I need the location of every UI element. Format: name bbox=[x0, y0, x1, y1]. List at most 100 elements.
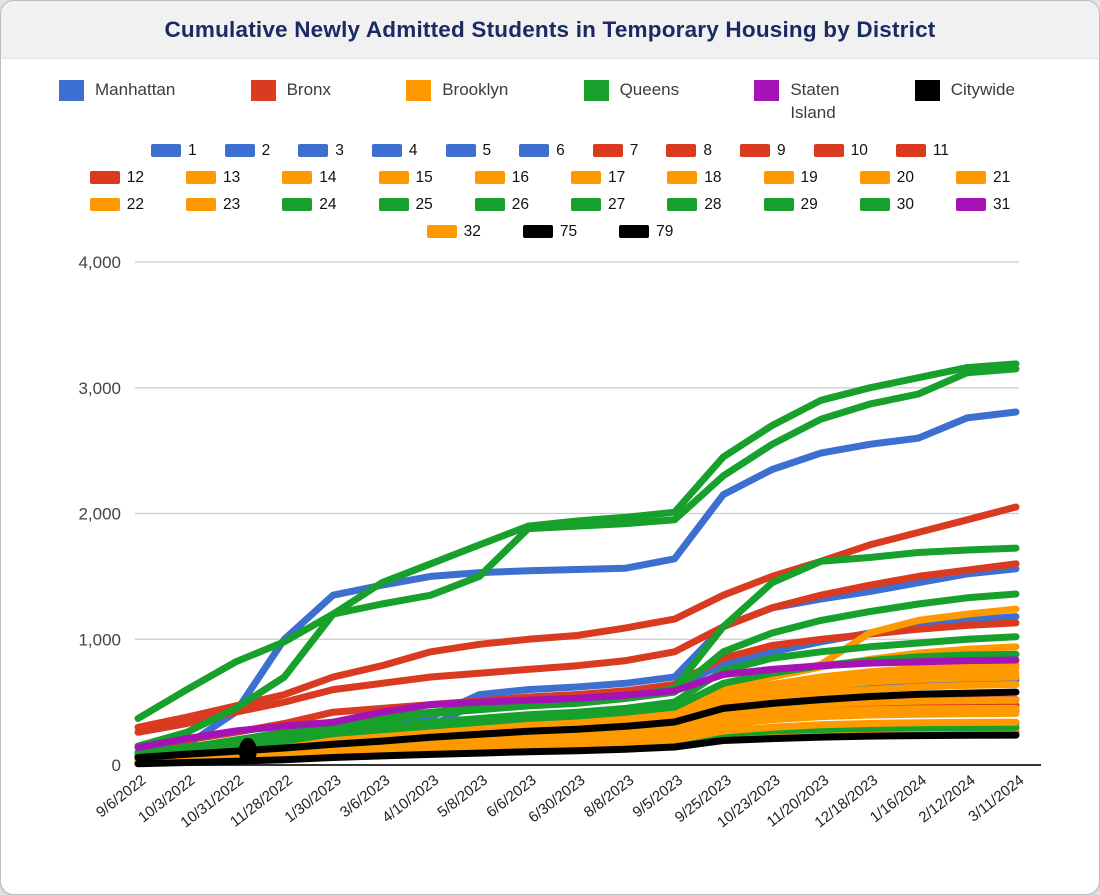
district-legend-label: 79 bbox=[656, 222, 674, 240]
legend-swatch-icon bbox=[282, 171, 313, 184]
district-legend-label: 16 bbox=[511, 168, 529, 186]
legend-swatch-icon bbox=[298, 144, 329, 157]
borough-legend-item-brooklyn: Brooklyn bbox=[406, 79, 508, 102]
legend-swatch-icon bbox=[571, 171, 601, 184]
series-line-75[interactable] bbox=[134, 688, 1020, 761]
district-legend-item-26: 26 bbox=[474, 195, 529, 214]
district-legend-item-28: 28 bbox=[667, 195, 722, 214]
legend-swatch-icon bbox=[378, 171, 409, 184]
district-legend-label: 27 bbox=[608, 195, 626, 213]
district-legend-item-24: 24 bbox=[282, 195, 337, 214]
district-legend-item-17: 17 bbox=[571, 169, 625, 187]
borough-legend-item-queens: Queens bbox=[583, 79, 679, 102]
legend-swatch-icon bbox=[426, 225, 457, 238]
district-legend-label: 31 bbox=[993, 195, 1011, 213]
district-legend-label: 2 bbox=[261, 141, 271, 159]
series-line-10[interactable] bbox=[134, 503, 1020, 731]
legend-swatch-icon bbox=[740, 144, 771, 157]
district-legend-item-21: 21 bbox=[956, 169, 1010, 187]
district-legend-label: 21 bbox=[993, 168, 1011, 186]
legend-swatch-icon bbox=[250, 80, 276, 101]
district-legend-label: 12 bbox=[126, 168, 144, 186]
district-legend-item-79: 79 bbox=[619, 223, 673, 241]
line-chart[interactable]: 01,0002,0003,0004,0009/6/202210/3/202210… bbox=[1, 247, 1100, 890]
legend-swatch-icon bbox=[592, 144, 623, 157]
borough-legend-item-citywide: Citywide bbox=[914, 79, 1015, 102]
legend-swatch-icon bbox=[667, 198, 698, 211]
page-title: Cumulative Newly Admitted Students in Te… bbox=[164, 16, 936, 42]
legend-swatch-icon bbox=[474, 198, 505, 211]
legend-swatch-icon bbox=[519, 144, 550, 157]
district-legend-item-5: 5 bbox=[445, 142, 491, 160]
district-legend-item-25: 25 bbox=[378, 195, 433, 214]
district-legend-item-30: 30 bbox=[859, 196, 914, 214]
district-legend-label: 11 bbox=[932, 141, 949, 159]
legend-swatch-icon bbox=[151, 144, 182, 157]
borough-legend-item-bronx: Bronx bbox=[250, 79, 331, 102]
legend-swatch-icon bbox=[282, 198, 313, 211]
series-line-28[interactable] bbox=[134, 633, 1020, 760]
y-tick-label: 0 bbox=[112, 756, 121, 775]
borough-legend: Manhattan Bronx Brooklyn Queens Staten Islan… bbox=[59, 79, 1015, 127]
chart-title-bar: Cumulative Newly Admitted Students in Te… bbox=[1, 1, 1099, 59]
borough-legend-label: Bronx bbox=[286, 80, 331, 99]
district-legend-label: 15 bbox=[415, 168, 433, 186]
district-legend-item-32: 32 bbox=[426, 223, 481, 241]
district-legend-row: 12 13 14 15 16 17 18 19 20 21 bbox=[1, 164, 1099, 191]
district-legend-label: 23 bbox=[223, 195, 241, 213]
borough-legend-label: Manhattan bbox=[95, 80, 176, 99]
series-line-79[interactable] bbox=[134, 731, 1020, 768]
district-legend-item-7: 7 bbox=[592, 142, 638, 160]
district-legend-item-27: 27 bbox=[571, 196, 625, 214]
borough-legend-item-manhattan: Manhattan bbox=[59, 79, 175, 102]
legend-swatch-icon bbox=[619, 225, 650, 238]
district-legend-item-16: 16 bbox=[474, 168, 529, 187]
district-legend-label: 17 bbox=[608, 168, 626, 186]
legend-swatch-icon bbox=[667, 171, 698, 184]
district-legend-item-22: 22 bbox=[89, 196, 144, 214]
district-legend-item-15: 15 bbox=[378, 168, 433, 187]
series-line-24[interactable] bbox=[134, 360, 1020, 722]
district-legend-item-31: 31 bbox=[956, 196, 1010, 214]
district-legend-label: 26 bbox=[511, 195, 529, 213]
district-legend-label: 25 bbox=[415, 195, 433, 213]
legend-swatch-icon bbox=[371, 144, 402, 157]
legend-swatch-icon bbox=[956, 171, 986, 184]
series-line-31[interactable] bbox=[134, 656, 1020, 751]
district-legend-item-12: 12 bbox=[89, 168, 144, 187]
y-tick-label: 1,000 bbox=[78, 630, 121, 649]
series-line-9[interactable] bbox=[134, 560, 1020, 736]
series-line-23[interactable] bbox=[134, 696, 1020, 765]
x-tick-label: 5/8/2023 bbox=[434, 772, 490, 821]
district-legend-label: 24 bbox=[319, 195, 337, 213]
legend-swatch-icon bbox=[666, 144, 697, 157]
legend-swatch-icon bbox=[859, 198, 890, 211]
series-line-27[interactable] bbox=[134, 544, 1020, 756]
legend-swatch-icon bbox=[186, 171, 216, 184]
legend-swatch-icon bbox=[59, 80, 84, 101]
district-legend-item-2: 2 bbox=[224, 141, 271, 160]
district-legend: 1 2 3 4 5 6 7 8 9 10 11 12 13 14 15 16 17 18 19 20 21 22 23 24 2… bbox=[1, 137, 1099, 245]
legend-swatch-icon bbox=[224, 144, 255, 157]
district-legend-label: 1 bbox=[188, 141, 197, 159]
district-legend-label: 9 bbox=[777, 141, 786, 159]
y-tick-label: 4,000 bbox=[78, 253, 121, 272]
legend-swatch-icon bbox=[763, 198, 794, 211]
legend-swatch-icon bbox=[522, 225, 553, 238]
district-legend-item-4: 4 bbox=[371, 141, 418, 160]
series-line-30[interactable] bbox=[134, 365, 1020, 750]
district-legend-item-20: 20 bbox=[859, 169, 914, 187]
district-legend-label: 29 bbox=[800, 195, 818, 213]
legend-swatch-icon bbox=[763, 171, 794, 184]
data-point-marker[interactable] bbox=[238, 737, 257, 764]
district-legend-label: 75 bbox=[559, 222, 578, 240]
district-legend-item-8: 8 bbox=[666, 142, 712, 160]
district-legend-label: 4 bbox=[408, 141, 418, 159]
legend-swatch-icon bbox=[914, 80, 940, 101]
district-legend-item-75: 75 bbox=[522, 222, 578, 241]
district-legend-label: 28 bbox=[704, 195, 722, 213]
district-legend-row: 22 23 24 25 26 27 28 29 30 31 bbox=[1, 191, 1099, 218]
legend-swatch-icon bbox=[406, 80, 432, 101]
district-legend-item-29: 29 bbox=[763, 195, 818, 214]
district-legend-item-3: 3 bbox=[298, 142, 344, 160]
